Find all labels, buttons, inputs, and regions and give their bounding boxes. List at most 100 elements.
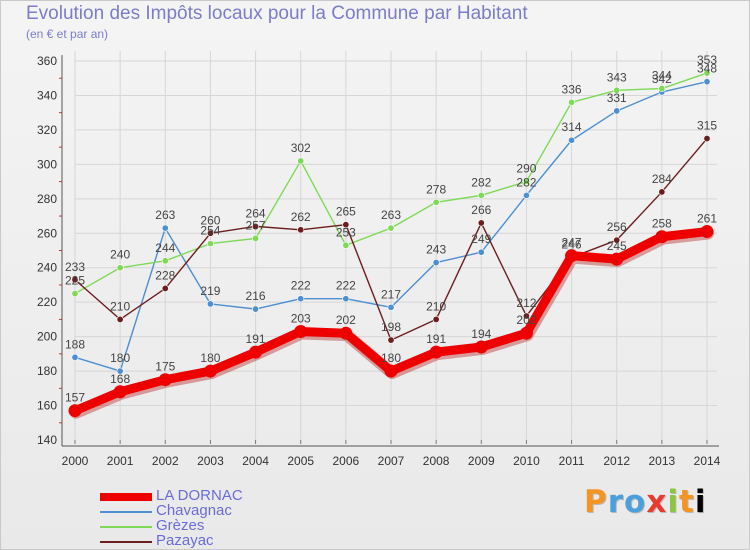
data-label: 343: [607, 70, 627, 84]
data-point: [387, 336, 395, 344]
data-point: [387, 303, 395, 311]
y-tick-labels: 140 160 180 200 220 240 260 280 300 320 340 360: [37, 54, 57, 447]
legend-swatch-la-dornac: [100, 493, 152, 501]
x-tick-label-2014: 2014: [694, 454, 721, 468]
x-tick-label-2002: 2002: [152, 454, 179, 468]
data-point: [613, 107, 621, 115]
data-labels: 157 168 175 180 191 203 202 180 191 194 202 247 245 2…: [65, 53, 717, 405]
data-label: 282: [471, 175, 491, 189]
y-tick-label-160: 160: [37, 399, 57, 413]
data-point: [297, 157, 305, 165]
x-tick-label-2000: 2000: [62, 454, 89, 468]
data-point: [432, 259, 440, 267]
y-tick-label-360: 360: [37, 54, 57, 68]
data-label: 258: [652, 217, 672, 231]
y-tick-label-300: 300: [37, 157, 57, 171]
legend-label-pazayac: Pazayac: [156, 532, 214, 549]
data-label: 217: [381, 287, 401, 301]
data-point: [71, 290, 79, 298]
data-point: [252, 234, 260, 242]
data-label: 278: [426, 182, 446, 196]
x-tick-label-2012: 2012: [603, 454, 630, 468]
data-label: 256: [607, 220, 627, 234]
data-label: 264: [246, 206, 266, 220]
chart-title: Evolution des Impôts locaux pour la Comm…: [26, 3, 528, 24]
data-point: [432, 315, 440, 323]
data-label: 219: [200, 284, 220, 298]
y-tick-label-240: 240: [37, 261, 57, 275]
data-label: 191: [246, 332, 266, 346]
data-point: [610, 252, 624, 266]
data-point: [339, 326, 353, 340]
data-point: [703, 135, 711, 143]
y-tick-label-200: 200: [37, 330, 57, 344]
data-label: 168: [110, 372, 130, 386]
data-point: [71, 353, 79, 361]
data-point: [161, 224, 169, 232]
data-point: [161, 284, 169, 292]
data-label: 315: [697, 119, 717, 133]
data-label: 257: [246, 218, 266, 232]
data-label: 314: [562, 120, 582, 134]
data-label: 253: [336, 225, 356, 239]
data-point: [297, 295, 305, 303]
x-tick-label-2010: 2010: [513, 454, 540, 468]
data-label: 266: [471, 203, 491, 217]
data-label: 284: [652, 172, 672, 186]
data-point: [658, 85, 666, 93]
x-tick-label-2007: 2007: [378, 454, 405, 468]
data-point: [116, 315, 124, 323]
data-label: 302: [291, 141, 311, 155]
data-point: [116, 264, 124, 272]
data-label: 175: [155, 360, 175, 374]
x-tick-label-2006: 2006: [333, 454, 360, 468]
y-tick-label-320: 320: [37, 123, 57, 137]
y-tick-label-140: 140: [37, 433, 57, 447]
data-label: 180: [110, 351, 130, 365]
data-label: 180: [200, 351, 220, 365]
data-label: 261: [697, 212, 717, 226]
data-point: [568, 98, 576, 106]
data-label: 246: [562, 237, 582, 251]
data-label: 202: [336, 313, 356, 327]
y-tick-label-260: 260: [37, 226, 57, 240]
data-label: 353: [697, 53, 717, 67]
data-point: [252, 305, 260, 313]
data-point: [568, 136, 576, 144]
series-chavagnac: [71, 78, 711, 375]
data-point: [294, 324, 308, 338]
data-point: [161, 257, 169, 265]
legend-label-grezes: Grèzes: [156, 517, 205, 534]
data-label: 210: [426, 299, 446, 313]
data-label: 262: [291, 210, 311, 224]
legend-swatch-pazayac: [100, 541, 152, 543]
data-label: 331: [607, 91, 627, 105]
data-point: [613, 236, 621, 244]
data-label: 243: [426, 243, 446, 257]
data-label: 245: [607, 239, 627, 253]
data-label: 191: [426, 332, 446, 346]
data-label: 233: [65, 260, 85, 274]
data-label: 228: [155, 268, 175, 282]
data-point: [206, 240, 214, 248]
x-tick-label-2001: 2001: [107, 454, 134, 468]
data-point: [474, 340, 488, 354]
legend-label-chavagnac: Chavagnac: [156, 502, 232, 519]
data-label: 188: [65, 337, 85, 351]
series-la-dornac: [68, 225, 714, 419]
legend-swatch-grezes: [100, 526, 152, 528]
data-label: 254: [200, 224, 220, 238]
data-label: 282: [516, 175, 536, 189]
data-point: [342, 221, 350, 229]
data-point: [522, 191, 530, 199]
data-label: 157: [65, 391, 85, 405]
data-label: 263: [381, 208, 401, 222]
data-point: [703, 78, 711, 86]
data-point: [68, 404, 82, 418]
data-label: 240: [110, 248, 130, 262]
data-point: [206, 229, 214, 237]
data-point: [432, 198, 440, 206]
data-point: [387, 224, 395, 232]
y-tick-label-220: 220: [37, 295, 57, 309]
